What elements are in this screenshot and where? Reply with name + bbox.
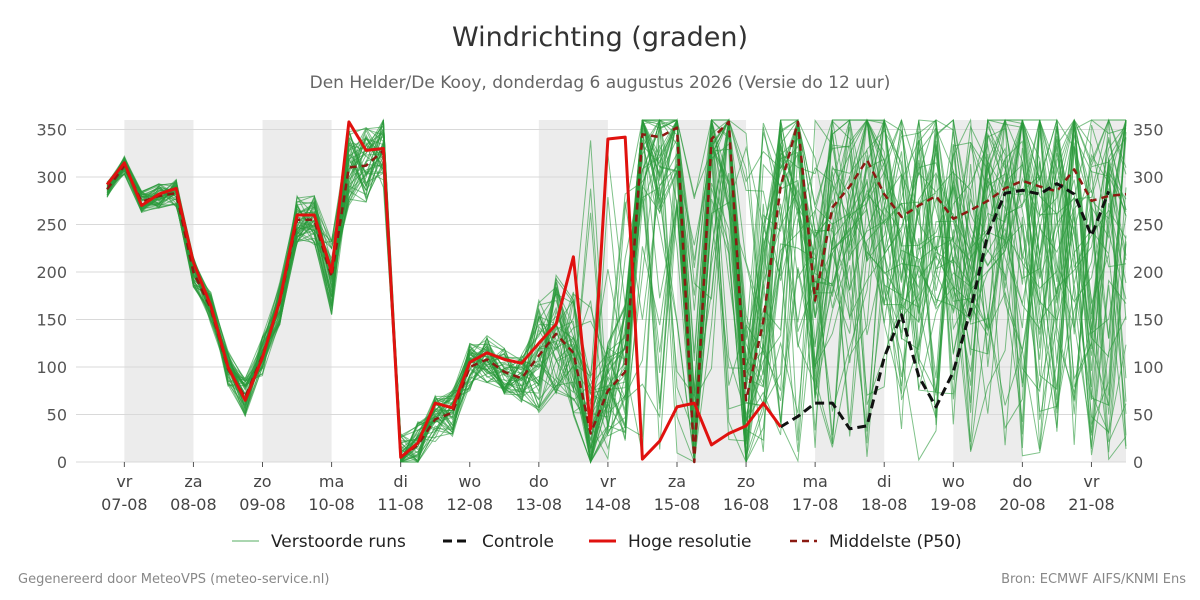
x-tick-day: zo (253, 472, 271, 491)
legend-label: Controle (482, 532, 554, 552)
x-tick-day: zo (737, 472, 755, 491)
y-tick-label: 0 (1133, 453, 1143, 472)
x-tick-date: 17-08 (792, 495, 839, 514)
y-tick-label: 100 (1133, 358, 1164, 377)
x-axis: vr 07-08 za 08-08 zo 09-08 ma 10-08 di 11-08 wo 12-… (101, 462, 1115, 514)
footer-generated-by: Gegenereerd door MeteoVPS (meteo-service… (18, 572, 330, 587)
ensemble-run-line (106, 118, 1127, 463)
x-tick-date: 12-08 (447, 495, 494, 514)
x-tick-day: wo (458, 472, 481, 491)
x-tick-date: 08-08 (170, 495, 217, 514)
x-tick-day: za (184, 472, 202, 491)
x-tick-date: 11-08 (377, 495, 424, 514)
y-tick-label: 150 (36, 311, 67, 330)
x-tick-day: di (393, 472, 408, 491)
ensemble-run-line (106, 119, 1127, 463)
x-tick-date: 14-08 (585, 495, 632, 514)
ensemble-run-line (106, 119, 1127, 464)
y-tick-label: 100 (36, 358, 67, 377)
footer-source: Bron: ECMWF AIFS/KNMI Ens (1001, 572, 1186, 587)
legend-label: Verstoorde runs (271, 532, 406, 552)
x-tick-day: vr (1083, 472, 1099, 491)
x-tick-date: 15-08 (654, 495, 701, 514)
ensemble-run-line (106, 118, 1127, 462)
y-tick-label: 250 (36, 216, 67, 235)
ensemble-run-line (106, 119, 1127, 464)
x-tick-day: di (877, 472, 892, 491)
x-tick-day: wo (942, 472, 965, 491)
y-tick-label: 250 (1133, 216, 1164, 235)
ensemble-run-line (106, 119, 1127, 464)
x-tick-date: 10-08 (308, 495, 355, 514)
x-tick-date: 18-08 (861, 495, 908, 514)
y-axis-left: 0 50 100 150 200 250 300 350 (36, 121, 67, 473)
x-tick-day: vr (116, 472, 132, 491)
y-tick-label: 200 (36, 263, 67, 282)
x-tick-day: ma (319, 472, 344, 491)
y-tick-label: 0 (57, 453, 67, 472)
y-tick-label: 300 (36, 168, 67, 187)
x-tick-date: 07-08 (101, 495, 148, 514)
weekend-band (124, 120, 194, 462)
x-tick-date: 20-08 (999, 495, 1046, 514)
x-tick-day: do (529, 472, 549, 491)
ensemble-run-line (106, 119, 1127, 463)
y-tick-label: 200 (1133, 263, 1164, 282)
legend-label: Hoge resolutie (628, 532, 752, 552)
chart-subtitle: Den Helder/De Kooy, donderdag 6 augustus… (309, 73, 891, 93)
y-axis-right: 0 50 100 150 200 250 300 350 (1133, 121, 1164, 473)
weekend-band (262, 120, 332, 462)
ensemble-run-line (106, 119, 1127, 463)
series-line-hoge-resolutie (105, 120, 782, 461)
x-tick-date: 16-08 (723, 495, 770, 514)
y-tick-label: 150 (1133, 311, 1164, 330)
x-tick-day: do (1012, 472, 1032, 491)
x-tick-day: ma (802, 472, 827, 491)
series-line-controle (779, 182, 1111, 431)
legend: Verstoorde runs Controle Hoge resolutie Mid… (232, 532, 962, 552)
main-series-lines (105, 120, 1127, 464)
legend-label: Middelste (P50) (829, 532, 962, 552)
x-tick-date: 19-08 (930, 495, 977, 514)
y-tick-label: 350 (36, 121, 67, 140)
y-tick-label: 50 (1133, 406, 1153, 425)
x-tick-date: 09-08 (239, 495, 286, 514)
x-tick-day: za (668, 472, 686, 491)
x-tick-day: vr (600, 472, 616, 491)
x-tick-date: 21-08 (1068, 495, 1115, 514)
chart-title: Windrichting (graden) (451, 22, 749, 53)
y-tick-label: 350 (1133, 121, 1164, 140)
x-tick-date: 13-08 (516, 495, 563, 514)
y-tick-label: 300 (1133, 168, 1164, 187)
y-tick-label: 50 (47, 406, 67, 425)
